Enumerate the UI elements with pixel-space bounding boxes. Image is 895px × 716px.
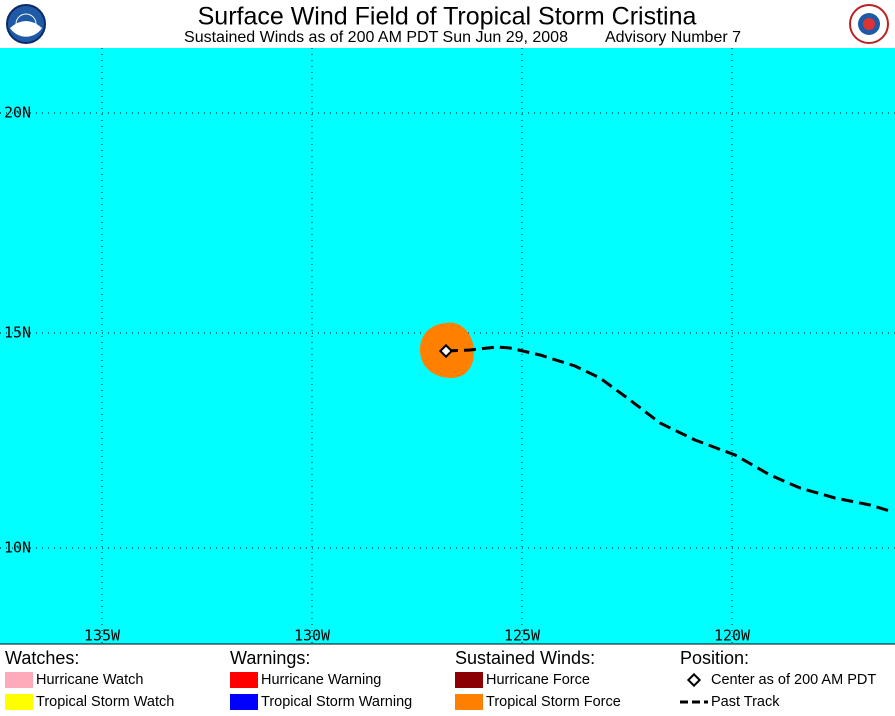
legend-swatch	[230, 694, 258, 710]
latitude-label: 10N	[4, 539, 31, 557]
legend-group-title: Watches:	[5, 648, 79, 668]
longitude-label: 125W	[504, 627, 541, 645]
legend-swatch	[230, 672, 258, 688]
latitude-label: 15N	[4, 324, 31, 342]
legend-swatch	[5, 672, 33, 688]
longitude-label: 120W	[714, 627, 751, 645]
legend-swatch	[5, 694, 33, 710]
advisory: Advisory Number 7	[605, 29, 741, 46]
nws-logo	[849, 4, 889, 44]
legend-item: Hurricane Warning	[261, 672, 381, 688]
past-track	[445, 345, 894, 514]
legend-center-icon	[686, 672, 702, 688]
legend-group-title: Warnings:	[230, 648, 310, 668]
legend-swatch	[455, 672, 483, 688]
title: Surface Wind Field of Tropical Storm Cri…	[198, 3, 697, 31]
legend: Watches: Hurricane Watch Tropical Storm Wa…	[5, 648, 876, 710]
legend-item: Hurricane Force	[486, 672, 590, 688]
subtitle: Sustained Winds as of 200 AM PDT Sun Jun…	[184, 29, 568, 46]
legend-item: Tropical Storm Force	[486, 694, 621, 710]
longitude-label: 135W	[84, 627, 121, 645]
legend-swatch	[455, 694, 483, 710]
legend-item: Tropical Storm Warning	[261, 694, 412, 710]
latitude-label: 20N	[4, 104, 31, 122]
graticule: 135W 130W 125W 120W 20N 15N 10N	[0, 48, 895, 645]
legend-item: Center as of 200 AM PDT	[711, 672, 876, 688]
legend-group-title: Sustained Winds:	[455, 648, 595, 668]
storm-center	[438, 343, 454, 359]
legend-item: Hurricane Watch	[36, 672, 143, 688]
legend-item: Tropical Storm Watch	[36, 694, 174, 710]
legend-item: Past Track	[711, 694, 780, 710]
longitude-label: 130W	[294, 627, 331, 645]
legend-group-title: Position:	[680, 648, 749, 668]
noaa-logo	[6, 4, 46, 44]
